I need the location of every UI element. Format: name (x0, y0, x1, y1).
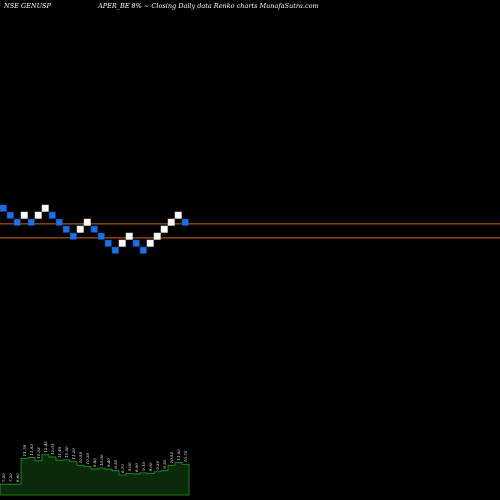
renko-brick-up (146, 239, 154, 247)
volume-label: 11.78 (22, 444, 27, 456)
renko-brick-up (153, 232, 161, 240)
volume-label: 7.00 (1, 473, 6, 482)
volume-label: 11.20 (71, 448, 76, 460)
renko-brick-up (125, 232, 133, 240)
volume-label: 9.50 (162, 459, 167, 468)
volume-label: 7.20 (8, 473, 13, 482)
volume-label: 9.00 (148, 462, 153, 471)
renko-bricks (0, 204, 189, 254)
volume-label: 12.05 (50, 443, 55, 455)
volume-label: 11.33 (36, 447, 41, 459)
volume-label: 10.00 (99, 454, 104, 466)
volume-label: 12.45 (43, 441, 48, 453)
renko-brick-up (20, 211, 28, 219)
renko-brick-down (90, 225, 98, 233)
renko-brick-down (55, 218, 63, 226)
renko-brick-up (160, 225, 168, 233)
volume-label: 11.50 (64, 446, 69, 458)
volume-label: 9.80 (92, 458, 97, 467)
renko-brick-down (181, 218, 189, 226)
renko-brick-down (139, 246, 147, 254)
volume-label: 10.50 (78, 451, 83, 463)
renko-brick-up (76, 225, 84, 233)
renko-brick-down (48, 211, 56, 219)
renko-brick-down (62, 225, 70, 233)
volume-label: 11.00 (176, 449, 181, 461)
volume-label: 9.50 (113, 459, 118, 468)
renko-brick-down (0, 204, 7, 212)
renko-brick-up (83, 218, 91, 226)
volume-area (0, 454, 190, 496)
volume-label: 9.00 (127, 462, 132, 471)
chart-header-left: NSE GENUSP (3, 2, 52, 10)
volume-label: 11.45 (57, 446, 62, 458)
volume-label: 6.60 (15, 473, 20, 482)
renko-brick-down (97, 232, 105, 240)
renko-brick-down (69, 232, 77, 240)
renko-brick-down (27, 218, 35, 226)
volume-label: 9.30 (155, 460, 160, 469)
renko-brick-up (118, 239, 126, 247)
renko-brick-up (167, 218, 175, 226)
volume-label: 9.10 (141, 461, 146, 470)
reference-lines (0, 223, 500, 239)
renko-brick-down (104, 239, 112, 247)
volume-label: 8.70 (120, 464, 125, 473)
renko-brick-up (34, 211, 42, 219)
renko-brick-down (13, 218, 21, 226)
volume-label: 10.70 (183, 450, 188, 462)
renko-brick-up (174, 211, 182, 219)
volume-label: 10.30 (85, 452, 90, 464)
volume-label: 8.90 (134, 463, 139, 472)
renko-brick-up (41, 204, 49, 212)
renko-brick-down (132, 239, 140, 247)
renko-brick-down (111, 246, 119, 254)
volume-label: 10.50 (169, 451, 174, 463)
renko-brick-down (6, 211, 14, 219)
chart-header-right: APER_BE 8% ~ Closing Daily data Renko ch… (97, 2, 319, 10)
volume-label: 11.93 (29, 444, 34, 456)
volume-label: 9.80 (106, 458, 111, 467)
